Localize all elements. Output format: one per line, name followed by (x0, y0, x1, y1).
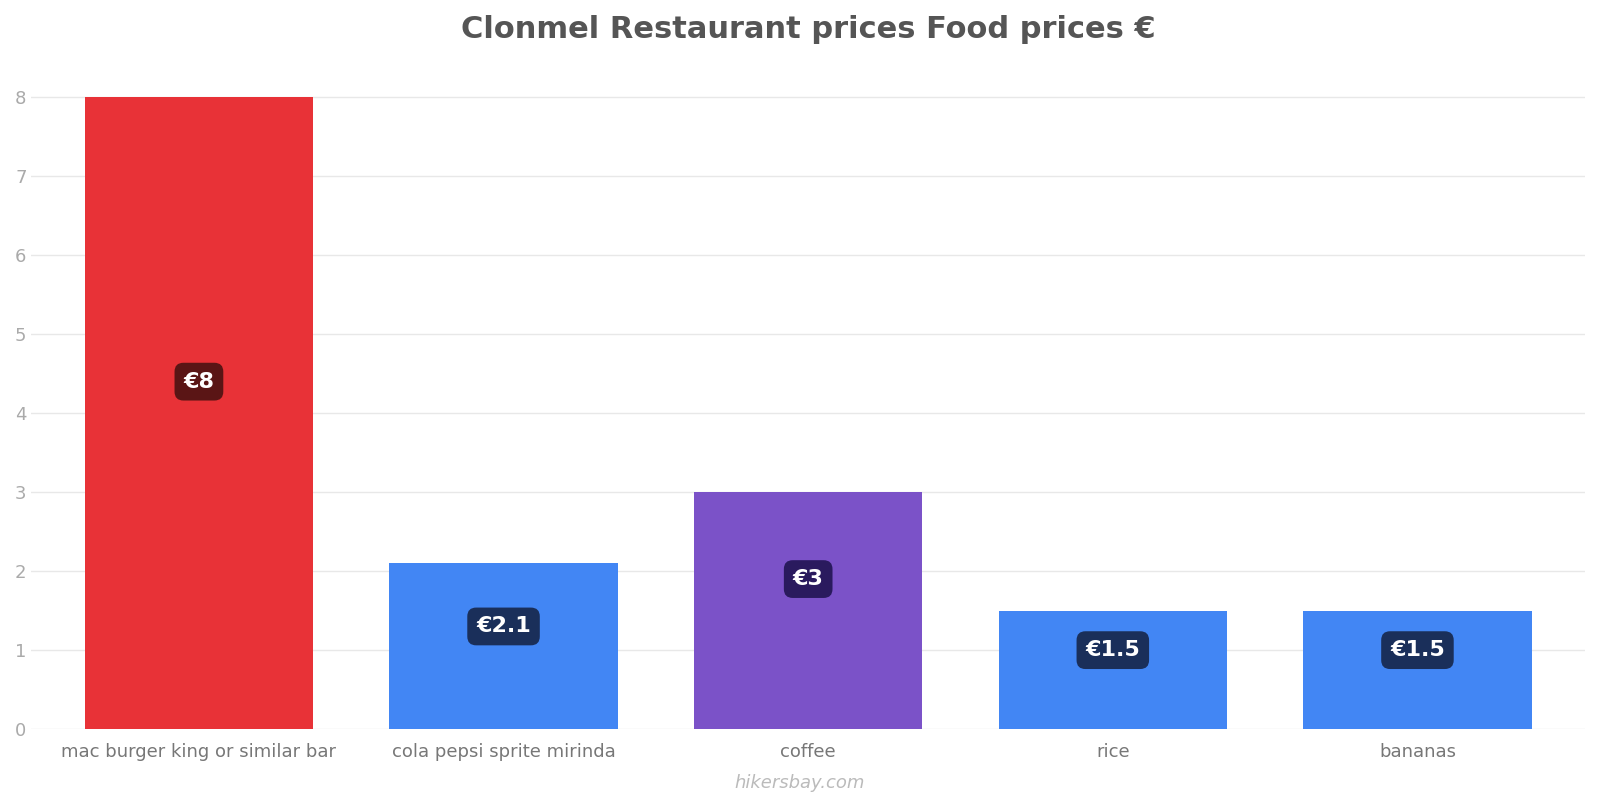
Bar (694, 492, 923, 729)
Text: hikersbay.com: hikersbay.com (734, 774, 866, 792)
Title: Clonmel Restaurant prices Food prices €: Clonmel Restaurant prices Food prices € (461, 15, 1155, 44)
Bar (389, 563, 618, 729)
Text: €1.5: €1.5 (1085, 640, 1141, 660)
Bar (998, 610, 1227, 729)
Bar (85, 98, 314, 729)
Text: €1.5: €1.5 (1390, 640, 1445, 660)
Text: €8: €8 (184, 372, 214, 392)
Text: €3: €3 (792, 569, 824, 589)
Text: €2.1: €2.1 (477, 617, 531, 637)
Bar (1304, 610, 1531, 729)
